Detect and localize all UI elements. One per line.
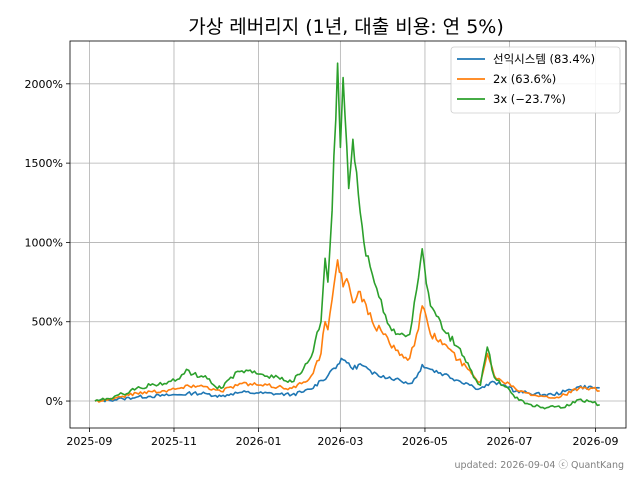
x-tick-label: 2026-01	[236, 435, 282, 448]
legend: 선익시스템 (83.4%) 2x (63.6%) 3x (−23.7%)	[450, 46, 621, 114]
legend-label-3: 3x (−23.7%)	[493, 92, 566, 106]
x-tick-label: 2025-11	[151, 435, 197, 448]
axes: 2025-09 2025-11 2026-01 2026-03 2026-05 2026-…	[25, 78, 619, 448]
x-tick-label: 2026-05	[402, 435, 448, 448]
y-tick-label: 500%	[32, 316, 63, 329]
legend-box	[450, 46, 621, 114]
plot-frame	[69, 40, 627, 429]
y-tick-label: 1500%	[25, 157, 63, 170]
series-layer	[94, 62, 600, 410]
y-tick-label: 2000%	[25, 78, 63, 91]
y-tick-label: 1000%	[25, 236, 63, 249]
legend-label-2: 2x (63.6%)	[493, 72, 556, 86]
series-line-2	[94, 259, 600, 403]
x-tick-label: 2025-09	[66, 435, 112, 448]
chart-title: 가상 레버리지 (1년, 대출 비용: 연 5%)	[188, 16, 504, 38]
x-tick-label: 2026-09	[573, 435, 619, 448]
footer-credit: updated: 2026-09-04 ⓒ QuantKang	[455, 460, 624, 471]
x-tick-label: 2026-03	[317, 435, 363, 448]
series-line-1	[94, 357, 600, 403]
x-tick-label: 2026-07	[487, 435, 533, 448]
legend-label-1: 선익시스템 (83.4%)	[493, 52, 595, 66]
series-line-3	[94, 62, 600, 410]
y-tick-label: 0%	[46, 395, 63, 408]
